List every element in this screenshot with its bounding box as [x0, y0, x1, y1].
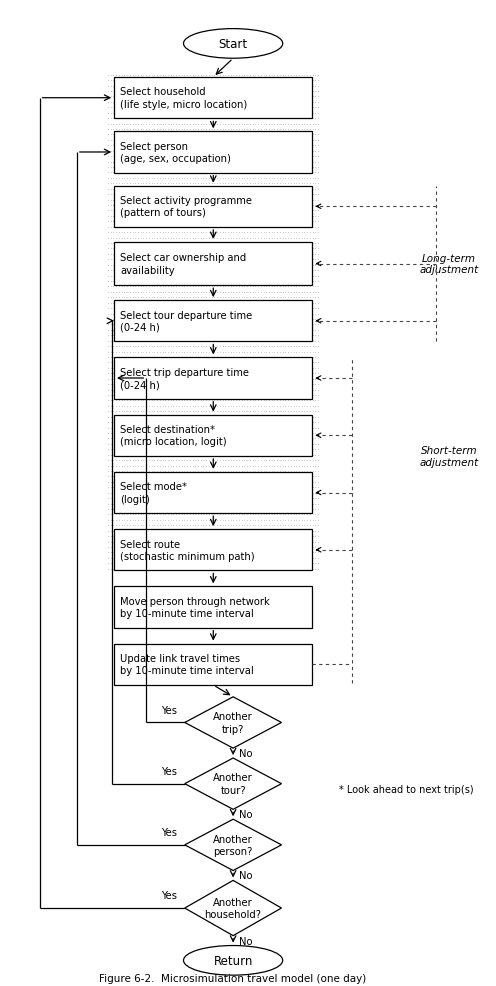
Polygon shape	[185, 880, 282, 936]
Bar	[114, 186, 312, 228]
Bar	[114, 358, 312, 399]
Text: Yes: Yes	[161, 705, 177, 715]
Text: Update link travel times
by 10-minute time interval: Update link travel times by 10-minute ti…	[120, 654, 254, 675]
Text: No: No	[239, 936, 252, 946]
Text: Yes: Yes	[161, 827, 177, 837]
Text: Yes: Yes	[161, 890, 177, 900]
Text: No: No	[239, 871, 252, 880]
Text: Select person
(age, sex, occupation): Select person (age, sex, occupation)	[120, 142, 231, 164]
Text: * Look ahead to next trip(s): * Look ahead to next trip(s)	[339, 784, 474, 794]
Text: Move person through network
by 10-minute time interval: Move person through network by 10-minute…	[120, 597, 270, 618]
Text: Short-term
adjustment: Short-term adjustment	[419, 446, 479, 467]
Text: Select mode*
(logit): Select mode* (logit)	[120, 482, 187, 504]
Bar	[114, 529, 312, 571]
Polygon shape	[185, 697, 282, 748]
Bar	[114, 301, 312, 342]
Text: No: No	[239, 748, 252, 758]
Bar	[114, 587, 312, 628]
Bar	[114, 472, 312, 514]
Text: Start: Start	[219, 37, 248, 51]
Text: Return: Return	[213, 953, 253, 967]
Ellipse shape	[184, 30, 283, 59]
Text: Select route
(stochastic minimum path): Select route (stochastic minimum path)	[120, 539, 254, 561]
Text: Another
tour?: Another tour?	[213, 773, 253, 795]
Polygon shape	[185, 758, 282, 810]
Text: Select car ownership and
availability: Select car ownership and availability	[120, 253, 247, 275]
Bar	[114, 415, 312, 457]
Bar	[114, 132, 312, 174]
Text: Select tour departure time
(0-24 h): Select tour departure time (0-24 h)	[120, 311, 252, 332]
Text: Another
household?: Another household?	[205, 897, 261, 919]
Text: Figure 6-2.  Microsimulation travel model (one day): Figure 6-2. Microsimulation travel model…	[100, 973, 367, 983]
Bar	[114, 243, 312, 286]
Text: Another
person?: Another person?	[213, 834, 253, 856]
Text: No: No	[239, 810, 252, 819]
Bar	[114, 644, 312, 685]
Text: Another
trip?: Another trip?	[213, 712, 253, 734]
Ellipse shape	[184, 946, 283, 975]
Bar	[114, 78, 312, 119]
Text: Select trip departure time
(0-24 h): Select trip departure time (0-24 h)	[120, 368, 249, 389]
Polygon shape	[185, 819, 282, 871]
Text: Select activity programme
(pattern of tours): Select activity programme (pattern of to…	[120, 196, 252, 218]
Text: Yes: Yes	[161, 766, 177, 776]
Text: Select destination*
(micro location, logit): Select destination* (micro location, log…	[120, 425, 227, 447]
Text: Long-term
adjustment: Long-term adjustment	[419, 253, 479, 275]
Text: Select household
(life style, micro location): Select household (life style, micro loca…	[120, 88, 248, 109]
